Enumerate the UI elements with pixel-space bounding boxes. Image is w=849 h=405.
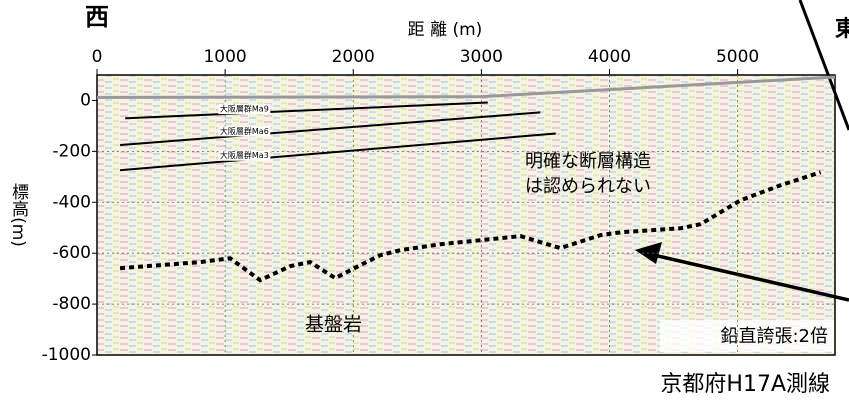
east-label: 東 — [835, 17, 849, 42]
x-tick-label: 5000 — [716, 47, 759, 67]
legend-label: 大阪層群Ma9 — [220, 104, 269, 114]
y-tick-label: 0 — [80, 90, 91, 110]
x-tick-label: 2000 — [332, 47, 375, 67]
seismic-image — [97, 75, 835, 355]
horizon-line — [119, 111, 541, 146]
y-tick-label: -1000 — [42, 345, 91, 365]
annotation: は認められない — [525, 176, 651, 197]
y-axis-label: 標高(m) — [8, 183, 29, 247]
basement-line — [119, 170, 822, 283]
x-tick-label: 3000 — [460, 47, 503, 67]
legend-label: 大阪層群Ma3 — [220, 150, 269, 160]
x-tick-label: 1000 — [203, 47, 246, 67]
x-tick-label: 0 — [92, 47, 103, 67]
fault-line — [798, 0, 849, 131]
y-tick-label: -200 — [52, 141, 91, 161]
annotation: 京都府H17A測線 — [660, 372, 830, 397]
y-tick-label: -400 — [52, 192, 91, 212]
horizon-line — [125, 101, 488, 120]
horizon-line — [119, 132, 556, 172]
x-axis-label: 距 離 (m) — [408, 20, 483, 40]
surface-line — [96, 75, 836, 99]
annotation: 基盤岩 — [305, 314, 362, 336]
label-box — [218, 104, 271, 115]
plot-frame — [96, 74, 836, 356]
y-tick-label: -800 — [52, 294, 91, 314]
arrow-shaft — [644, 251, 849, 302]
label-box — [218, 126, 271, 137]
west-label: 西 — [85, 3, 109, 31]
legend-label: 大阪層群Ma6 — [220, 126, 269, 136]
annotation: 明確な断層構造 — [525, 151, 651, 172]
y-tick-label: -600 — [52, 243, 91, 263]
label-box — [218, 150, 271, 161]
x-tick-label: 4000 — [588, 47, 631, 67]
annotation: 鉛直誇張:2倍 — [720, 326, 828, 347]
label-box — [660, 320, 834, 352]
